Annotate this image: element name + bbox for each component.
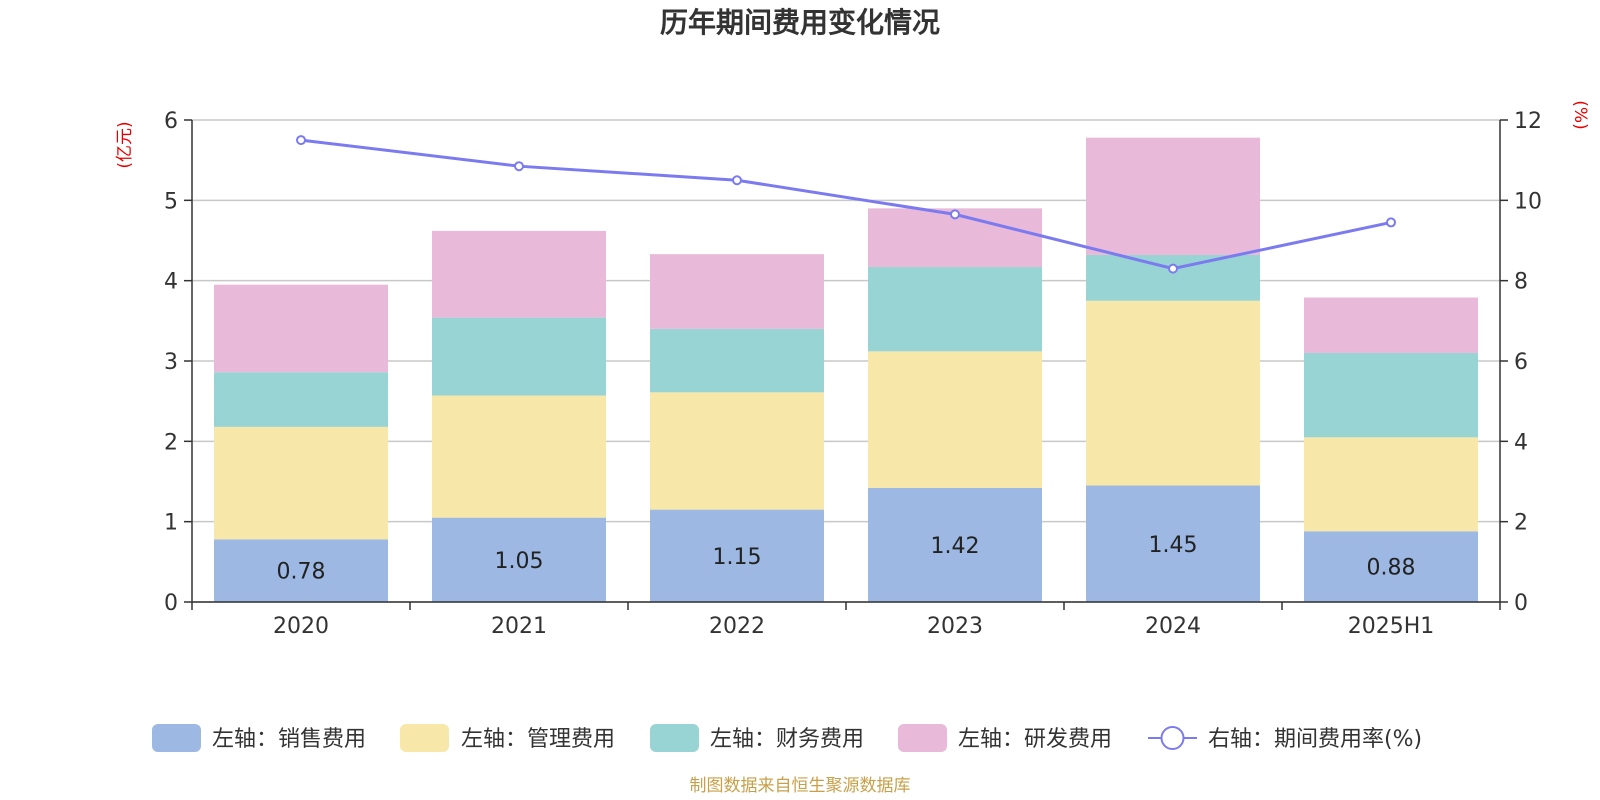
bar-segment [432, 230, 606, 318]
bar-segment [868, 267, 1042, 352]
bar-segment [650, 254, 824, 329]
bar-segment [214, 284, 388, 373]
bar-segment [650, 509, 824, 602]
bar-segment [1304, 352, 1478, 438]
bar-segment [650, 392, 824, 510]
left-axis-unit: (亿元) [115, 121, 135, 168]
source-note: 制图数据来自恒生聚源数据库 [690, 776, 911, 796]
bar-segment [1086, 300, 1260, 486]
right-tick-label: 4 [1514, 430, 1528, 455]
legend-label: 右轴：期间费用率(%) [1208, 727, 1422, 752]
legend-swatch [400, 724, 449, 752]
right-tick-label: 10 [1514, 189, 1542, 214]
left-tick-label: 6 [164, 109, 178, 134]
left-tick-label: 4 [164, 270, 178, 295]
data-label: 1.05 [495, 549, 544, 574]
left-tick-label: 5 [164, 189, 178, 214]
legend-marker [1160, 726, 1185, 750]
bar-segment [1086, 254, 1260, 301]
legend-swatch [650, 724, 699, 752]
line-series [296, 135, 1396, 274]
bar-segment [650, 328, 824, 393]
bar-segment [1304, 531, 1478, 602]
legend-label: 左轴：研发费用 [958, 727, 1112, 752]
right-tick-label: 6 [1514, 350, 1528, 375]
data-label: 1.15 [713, 545, 762, 570]
bar-segment [214, 426, 388, 540]
bar-series: 0.78 1.05 1.15 1.42 1.45 0.88 [214, 137, 1478, 602]
bar-segment [868, 351, 1042, 488]
bar-segment [432, 317, 606, 396]
line-point [514, 161, 524, 172]
rate-line [300, 138, 1392, 271]
line-point [950, 209, 960, 220]
x-tick-label: 2021 [491, 614, 547, 639]
line-point [296, 135, 306, 146]
left-tick-label: 3 [164, 350, 178, 375]
chart-title: 历年期间费用变化情况 [660, 6, 940, 39]
right-axis-unit: (%) [1570, 100, 1590, 129]
legend-swatch [898, 724, 947, 752]
x-tick-label: 2025H1 [1348, 614, 1435, 639]
legend-label: 左轴：销售费用 [212, 727, 366, 752]
x-tick-label: 2023 [927, 614, 983, 639]
bar-segment [868, 487, 1042, 602]
x-tick-label: 2022 [709, 614, 765, 639]
right-tick-label: 8 [1514, 270, 1528, 295]
line-point [1168, 263, 1178, 274]
bar-segment [214, 372, 388, 427]
bar-segment [1304, 437, 1478, 532]
bar-segment [214, 539, 388, 602]
data-label: 0.88 [1367, 556, 1416, 581]
bar-segment [1086, 485, 1260, 602]
legend: 左轴：销售费用 左轴：管理费用 左轴：财务费用 左轴：研发费用 右轴：期间费用率(%) [152, 724, 1422, 752]
right-tick-label: 12 [1514, 109, 1542, 134]
x-tick-label: 2020 [273, 614, 329, 639]
gridlines [192, 119, 1500, 603]
bar-segment [432, 395, 606, 518]
left-tick-label: 1 [164, 511, 178, 536]
legend-swatch [152, 724, 201, 752]
bar-segment [1304, 297, 1478, 353]
x-tick-label: 2024 [1145, 614, 1201, 639]
right-tick-label: 0 [1514, 591, 1528, 616]
legend-label: 左轴：管理费用 [461, 727, 615, 752]
left-tick-label: 2 [164, 430, 178, 455]
bar-segment [432, 517, 606, 602]
right-tick-label: 2 [1514, 511, 1528, 536]
data-label: 0.78 [277, 560, 326, 585]
legend-label: 左轴：财务费用 [710, 727, 864, 752]
data-label: 1.42 [931, 534, 980, 559]
line-point [1386, 217, 1396, 228]
data-label: 1.45 [1149, 533, 1198, 558]
line-point [732, 175, 742, 186]
bar-segment [1086, 137, 1260, 255]
left-tick-label: 0 [164, 591, 178, 616]
